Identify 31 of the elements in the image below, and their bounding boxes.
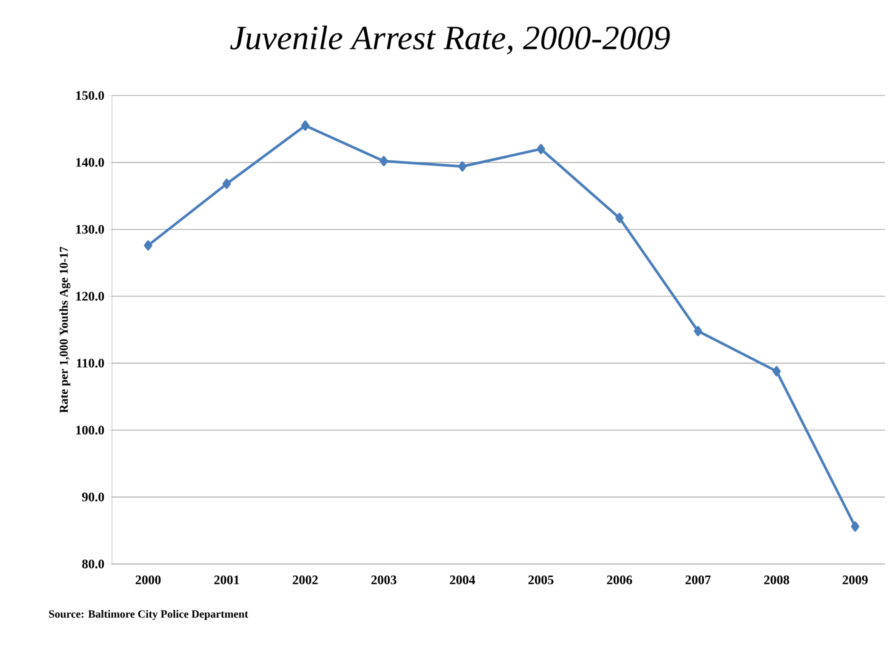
x-tick-label: 2004 — [450, 576, 476, 584]
point — [301, 120, 310, 131]
y-axis-title: Rate per 1,000 Youths Age 10-17 — [59, 246, 70, 413]
x-tick-label: 2003 — [371, 576, 396, 584]
y-tick-label: 150.0 — [76, 91, 104, 100]
point — [694, 326, 702, 336]
point — [536, 144, 546, 154]
y-tick-label: 80.0 — [82, 560, 104, 568]
x-tick-label: 2009 — [842, 576, 868, 584]
y-tick-label: 130.0 — [76, 224, 104, 234]
point — [222, 178, 231, 189]
point — [851, 521, 860, 532]
x-tick-label: 2006 — [607, 576, 632, 584]
x-tick-label: 2002 — [292, 576, 318, 584]
point — [458, 161, 467, 172]
point — [615, 212, 624, 224]
source-note: Source: Baltimore City Police Department — [49, 610, 248, 620]
point — [144, 240, 152, 251]
x-tick-label: 2007 — [686, 576, 711, 584]
y-tick-label: 140.0 — [76, 158, 104, 167]
y-tick-label: 90.0 — [82, 492, 104, 502]
point — [772, 366, 781, 376]
point — [380, 156, 388, 166]
y-tick-label: 100.0 — [76, 426, 104, 435]
x-tick-label: 2001 — [214, 576, 240, 584]
y-tick-label: 120.0 — [76, 292, 104, 301]
chart-title: Juvenile Arrest Rate, 2000-2009 — [230, 26, 670, 54]
x-tick-label: 2008 — [764, 576, 790, 584]
x-tick-label: 2000 — [136, 576, 161, 584]
y-tick-label: 110.0 — [76, 358, 104, 368]
x-tick-label: 2005 — [528, 576, 554, 584]
